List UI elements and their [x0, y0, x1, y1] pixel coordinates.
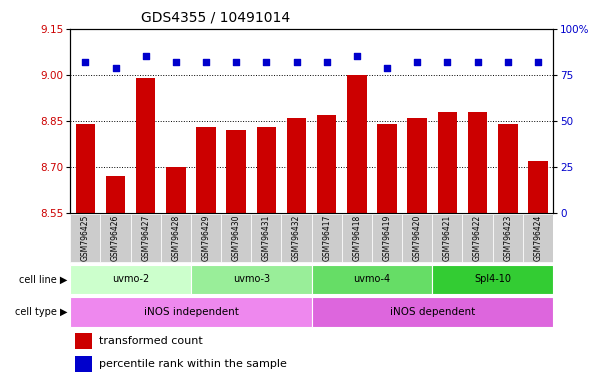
Bar [433, 265, 553, 294]
Bar [75, 356, 92, 372]
Bar [70, 214, 100, 262]
Bar [317, 115, 337, 213]
Text: uvmo-2: uvmo-2 [112, 274, 149, 285]
Bar [342, 214, 372, 262]
Bar [528, 161, 547, 213]
Point [232, 59, 241, 65]
Text: GSM796423: GSM796423 [503, 215, 512, 261]
Bar [136, 78, 155, 213]
Point [352, 53, 362, 60]
Text: cell line ▶: cell line ▶ [19, 274, 67, 285]
Bar [131, 214, 161, 262]
Bar [227, 130, 246, 213]
Point [201, 59, 211, 65]
Text: GDS4355 / 10491014: GDS4355 / 10491014 [141, 11, 290, 25]
Text: GSM796429: GSM796429 [202, 215, 211, 261]
Bar [312, 214, 342, 262]
Bar [437, 112, 457, 213]
Bar [191, 214, 221, 262]
Bar [402, 214, 433, 262]
Text: transformed count: transformed count [99, 336, 203, 346]
Bar [166, 167, 186, 213]
Point [262, 59, 271, 65]
Text: GSM796420: GSM796420 [412, 215, 422, 261]
Text: GSM796422: GSM796422 [473, 215, 482, 261]
Point [81, 59, 90, 65]
Bar [70, 297, 312, 327]
Text: GSM796428: GSM796428 [171, 215, 180, 261]
Bar [100, 214, 131, 262]
Text: iNOS dependent: iNOS dependent [390, 307, 475, 317]
Point [442, 59, 452, 65]
Point [141, 53, 150, 60]
Bar [347, 75, 367, 213]
Bar [463, 214, 492, 262]
Text: percentile rank within the sample: percentile rank within the sample [99, 359, 287, 369]
Bar [523, 214, 553, 262]
Text: GSM796418: GSM796418 [353, 215, 361, 261]
Point [503, 59, 513, 65]
Bar [191, 265, 312, 294]
Text: GSM796417: GSM796417 [322, 215, 331, 261]
Text: GSM796421: GSM796421 [443, 215, 452, 261]
Point [291, 59, 301, 65]
Text: GSM796427: GSM796427 [141, 215, 150, 261]
Text: GSM796419: GSM796419 [382, 215, 392, 261]
Bar [282, 214, 312, 262]
Bar [408, 118, 427, 213]
Bar [312, 265, 433, 294]
Text: GSM796424: GSM796424 [533, 215, 543, 261]
Text: GSM796430: GSM796430 [232, 215, 241, 262]
Point [322, 59, 332, 65]
Point [382, 65, 392, 71]
Point [412, 59, 422, 65]
Text: GSM796425: GSM796425 [81, 215, 90, 261]
Text: uvmo-3: uvmo-3 [233, 274, 270, 285]
Bar [377, 124, 397, 213]
Text: GSM796426: GSM796426 [111, 215, 120, 261]
Bar [492, 214, 523, 262]
Text: iNOS independent: iNOS independent [144, 307, 238, 317]
Text: uvmo-4: uvmo-4 [353, 274, 390, 285]
Bar [196, 127, 216, 213]
Bar [161, 214, 191, 262]
Point [473, 59, 483, 65]
Bar [251, 214, 282, 262]
Point [111, 65, 120, 71]
Bar [221, 214, 251, 262]
Bar [106, 176, 125, 213]
Bar [70, 265, 191, 294]
Point [533, 59, 543, 65]
Text: cell type ▶: cell type ▶ [15, 307, 67, 317]
Text: Spl4-10: Spl4-10 [474, 274, 511, 285]
Bar [287, 118, 306, 213]
Bar [75, 333, 92, 349]
Point [171, 59, 181, 65]
Bar [76, 124, 95, 213]
Text: GSM796432: GSM796432 [292, 215, 301, 261]
Bar [312, 297, 553, 327]
Bar [433, 214, 463, 262]
Text: GSM796431: GSM796431 [262, 215, 271, 261]
Bar [498, 124, 518, 213]
Bar [468, 112, 488, 213]
Bar [257, 127, 276, 213]
Bar [372, 214, 402, 262]
